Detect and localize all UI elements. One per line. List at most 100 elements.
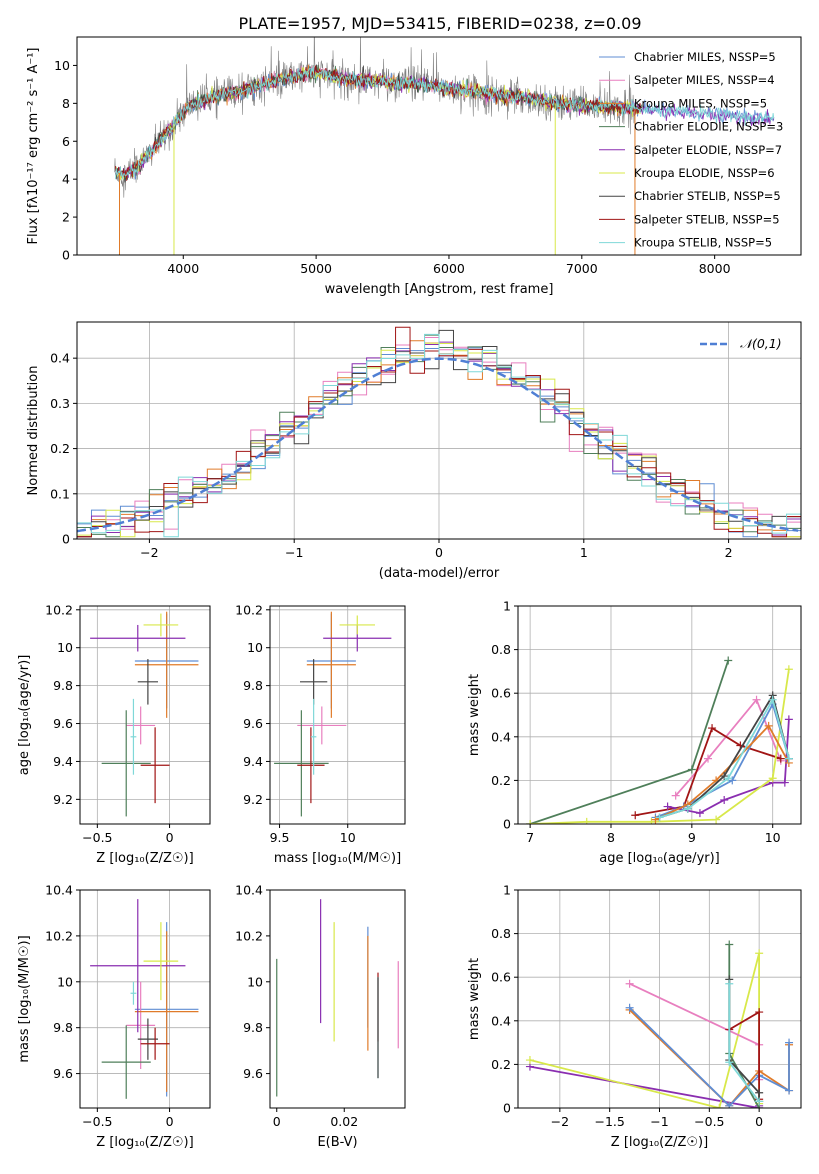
x-tick-label: 0: [273, 1114, 281, 1129]
massweight-point: [704, 754, 713, 763]
chart-age-vs-Z: −0.5 0 9.2 9.4 9.6 9.8 10 10.2 Z [log₁₀(Z/Z☉)] ag…: [17, 602, 211, 866]
histogram-series: [77, 333, 801, 538]
massweight-point: [755, 949, 764, 958]
y-axis-label: mass [log₁₀(M/M☉)]: [17, 935, 32, 1062]
x-axis-label: Z [log₁₀(Z/Z☉)]: [611, 1135, 708, 1150]
y-tick-label: 9.4: [243, 754, 263, 769]
massweight-line: [529, 952, 760, 1108]
axes-frame: [76, 36, 802, 256]
massweight-point: [582, 817, 591, 824]
massweight-line: [530, 669, 790, 824]
x-tick-label: −0.5: [82, 830, 112, 845]
massweight-line: [675, 697, 782, 797]
plot-area: [77, 326, 801, 538]
y-tick-label: 9.8: [243, 1020, 263, 1035]
massweight-point: [712, 815, 721, 824]
plot-area: [90, 611, 199, 817]
massweight-line: [635, 726, 782, 817]
x-axis-label: mass [log₁₀(M/M☉)]: [274, 851, 401, 866]
y-tick-label: 10.4: [235, 883, 263, 898]
plot-area: [113, 37, 775, 255]
y-tick-label: 9.6: [53, 716, 73, 731]
y-tick-label: 0: [62, 248, 70, 263]
x-tick-label: −1.5: [594, 1114, 624, 1129]
y-tick-label: 9.8: [53, 678, 73, 693]
massweight-point: [755, 1008, 764, 1017]
y-axis-label: Normed distribution: [26, 366, 41, 496]
y-axis-label: mass weight: [467, 958, 482, 1040]
massweight-point: [625, 979, 634, 988]
y-tick-label: 1: [503, 883, 511, 898]
x-tick-label: 9: [688, 830, 696, 845]
legend-label: Kroupa ELODIE, NSSP=6: [634, 166, 775, 180]
x-axis-label: (data-model)/error: [379, 566, 500, 581]
legend-label: Kroupa STELIB, NSSP=5: [634, 236, 772, 250]
y-tick-label: 4: [62, 172, 70, 187]
axes-frame: [517, 605, 802, 825]
massweight-point: [785, 1086, 794, 1095]
y-tick-label: 9.6: [243, 716, 263, 731]
y-tick-label: 10: [247, 974, 263, 989]
massweight-point: [708, 724, 717, 733]
y-tick-label: 10: [57, 974, 73, 989]
x-tick-label: −1: [650, 1114, 668, 1129]
axes-frame: [79, 605, 211, 825]
x-tick-label: −0.5: [694, 1114, 724, 1129]
x-tick-label: 0.02: [330, 1114, 358, 1129]
plot-area: [274, 611, 392, 817]
massweight-point: [724, 774, 733, 783]
massweight-point: [687, 765, 696, 774]
massweight-point: [784, 754, 793, 763]
plot-area: [526, 656, 793, 824]
y-tick-label: 9.4: [53, 754, 73, 769]
x-tick-label: 5000: [300, 261, 332, 276]
y-tick-label: 10.2: [45, 928, 73, 943]
x-tick-label: 9.5: [270, 830, 290, 845]
x-tick-label: 0: [166, 1114, 174, 1129]
y-tick-label: 9.6: [243, 1066, 263, 1081]
legend-label: Chabrier MILES, NSSP=5: [634, 50, 776, 64]
axes-frame: [269, 889, 406, 1109]
x-tick-label: 10: [765, 830, 781, 845]
massweight-point: [715, 1104, 724, 1108]
x-tick-label: 0: [755, 1114, 763, 1129]
x-tick-label: 0: [435, 545, 443, 560]
massweight-point: [526, 820, 535, 824]
model-spectrum-line: [115, 65, 642, 181]
y-tick-label: 0.1: [50, 486, 70, 501]
x-tick-label: 8000: [699, 261, 731, 276]
axes-frame: [269, 605, 406, 825]
x-tick-label: −0.5: [82, 1114, 112, 1129]
massweight-point: [695, 809, 704, 818]
massweight-line: [728, 1010, 760, 1100]
plot-area: [276, 899, 399, 1097]
massweight-point: [755, 1097, 764, 1106]
y-tick-label: 1: [503, 599, 511, 614]
chart-residuals: 𝒩(0,1) −2 −1 0 1 2 0 0.1 0.2 0.3 0.4 (data-model)/e…: [26, 321, 802, 581]
y-tick-label: 0: [503, 1101, 511, 1116]
y-tick-label: 0: [503, 817, 511, 832]
x-axis-label: wavelength [Angstrom, rest frame]: [325, 282, 554, 297]
y-tick-label: 0.2: [50, 441, 70, 456]
figure-title: PLATE=1957, MJD=53415, FIBERID=0238, z=0…: [238, 14, 641, 33]
x-axis-label: age [log₁₀(age/yr)]: [599, 851, 720, 866]
massweight-point: [683, 804, 692, 813]
y-tick-label: 0.2: [491, 773, 511, 788]
legend-label: Chabrier ELODIE, NSSP=3: [634, 120, 783, 134]
x-tick-label: 6000: [433, 261, 465, 276]
y-tick-label: 2: [62, 210, 70, 225]
chart-age-vs-mass: 9.5 10 9.2 9.4 9.6 9.8 10 10.2 mass [log₁₀(M/M☉)…: [235, 602, 406, 866]
y-tick-label: 0.4: [491, 729, 511, 744]
massweight-point: [784, 715, 793, 724]
massweight-point: [725, 940, 734, 949]
y-tick-label: 10: [247, 640, 263, 655]
spectrum-legend: Chabrier MILES, NSSP=5 Salpeter MILES, NS…: [599, 50, 783, 250]
chart-mass-vs-ebv: 0 0.02 9.6 9.8 10 10.2 10.4 E(B-V): [235, 883, 406, 1150]
x-tick-label: 7000: [566, 261, 598, 276]
y-tick-label: 9.6: [53, 1066, 73, 1081]
x-axis-label: E(B-V): [317, 1135, 357, 1150]
legend-label: Kroupa MILES, NSSP=5: [634, 96, 767, 110]
y-tick-label: 10: [54, 58, 70, 73]
x-tick-label: 7: [526, 830, 534, 845]
